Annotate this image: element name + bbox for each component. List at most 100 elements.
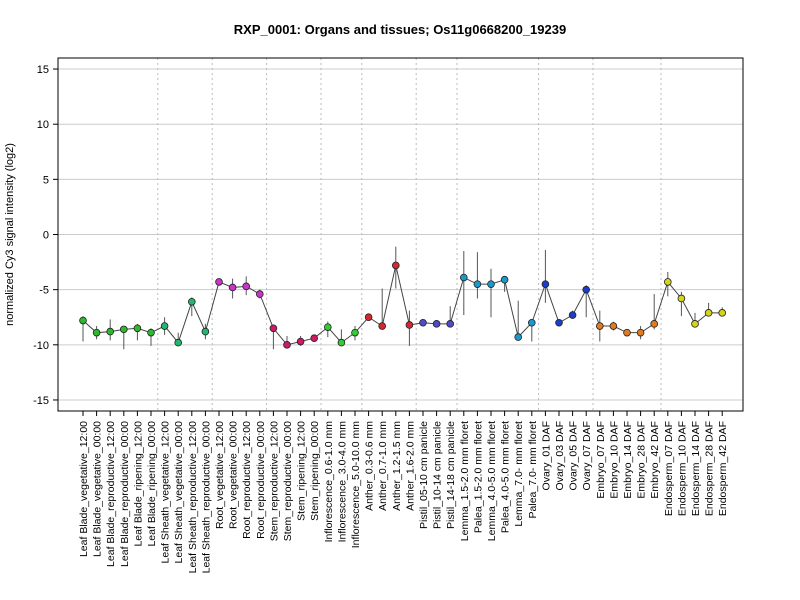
data-point bbox=[541, 280, 550, 288]
x-tick-label: Leaf Sheath_reproductive_12:00 bbox=[187, 421, 199, 574]
x-tick-label: Endosperm_07 DAF bbox=[663, 421, 675, 516]
x-tick-label: Leaf Blade_vegetative_12:00 bbox=[78, 421, 90, 557]
data-point bbox=[419, 318, 427, 327]
x-tick-label: Root_reproductive_00:00 bbox=[255, 421, 267, 539]
x-tick-label: Leaf Blade_ripening_00:00 bbox=[146, 421, 158, 547]
data-point bbox=[337, 338, 346, 347]
x-tick-label: Anther_0.3-0.6 mm bbox=[364, 421, 376, 511]
y-tick-label: 0 bbox=[43, 230, 49, 242]
data-point bbox=[120, 325, 128, 334]
data-point bbox=[79, 316, 87, 325]
data-point bbox=[691, 320, 699, 328]
data-point bbox=[92, 328, 101, 337]
x-tick-label: Root_vegetative_12:00 bbox=[214, 421, 226, 529]
x-tick-label: Embryo_14 DAF bbox=[622, 421, 634, 499]
data-point bbox=[582, 285, 590, 294]
data-point bbox=[432, 320, 441, 328]
data-point bbox=[487, 280, 495, 288]
x-tick-label: Anther_1.6-2.0 mm bbox=[404, 421, 416, 511]
x-tick-label: Leaf Sheath_reproductive_00:00 bbox=[200, 421, 212, 574]
data-point bbox=[323, 323, 332, 331]
x-tick-label: Pistil_14-18 cm panicle bbox=[445, 421, 457, 529]
data-point bbox=[106, 327, 114, 336]
data-point bbox=[636, 328, 645, 337]
data-point bbox=[201, 327, 210, 336]
x-tick-label: Endosperm_28 DAF bbox=[704, 421, 716, 516]
data-point bbox=[242, 282, 251, 291]
x-tick-label: Inflorescence_3.0-4.0 mm bbox=[336, 421, 348, 543]
data-point bbox=[255, 290, 264, 298]
x-tick-label: Embryo_42 DAF bbox=[649, 421, 661, 499]
data-point bbox=[650, 320, 658, 328]
y-tick-label: -15 bbox=[33, 395, 49, 407]
data-point bbox=[378, 322, 387, 330]
x-tick-label: Palea_4.0-5.0 mm floret bbox=[500, 421, 512, 533]
x-tick-label: Ovary_05 DAF bbox=[568, 421, 580, 490]
data-point bbox=[133, 324, 142, 333]
data-point bbox=[500, 275, 509, 284]
data-point bbox=[595, 322, 604, 330]
x-tick-label: Endosperm_42 DAF bbox=[717, 421, 729, 516]
data-point bbox=[351, 328, 359, 337]
data-point bbox=[310, 334, 319, 342]
data-point bbox=[160, 322, 169, 330]
data-point bbox=[555, 318, 563, 327]
data-point bbox=[568, 311, 577, 319]
x-tick-label: Stem_reproductive_12:00 bbox=[268, 421, 280, 541]
x-tick-label: Leaf Blade_ripening_12:00 bbox=[132, 421, 144, 547]
x-tick-label: Embryo_10 DAF bbox=[608, 421, 620, 499]
x-tick-label: Leaf Blade_vegetative_00:00 bbox=[92, 421, 104, 557]
y-tick-label: -10 bbox=[33, 340, 49, 352]
data-point bbox=[391, 261, 400, 270]
data-point bbox=[215, 278, 223, 286]
data-point bbox=[459, 273, 468, 282]
x-tick-label: Stem_ripening_00:00 bbox=[309, 421, 321, 521]
data-point bbox=[188, 297, 196, 306]
y-axis-label: normalized Cy3 signal intensity (log2) bbox=[4, 143, 16, 326]
x-tick-label: Leaf Sheath_vegetative_00:00 bbox=[173, 421, 185, 564]
x-tick-label: Pistil_05-10 cm panicle bbox=[418, 421, 430, 529]
data-point bbox=[174, 338, 183, 347]
x-tick-label: Ovary_03 DAF bbox=[554, 421, 566, 490]
x-tick-label: Leaf Blade_reproductive_00:00 bbox=[119, 421, 131, 567]
x-tick-label: Pistil_10-14 cm panicle bbox=[432, 421, 444, 529]
data-point bbox=[704, 309, 713, 317]
x-tick-label: Embryo_28 DAF bbox=[636, 421, 648, 499]
data-point bbox=[527, 318, 536, 327]
x-tick-label: Leaf Blade_reproductive_12:00 bbox=[105, 421, 117, 567]
x-tick-label: Lemma_1.5-2.0 mm floret bbox=[459, 421, 471, 541]
x-tick-label: Palea_7.0- mm floret bbox=[527, 421, 539, 519]
x-tick-label: Inflorescence_5.0-10.0 mm bbox=[350, 421, 362, 548]
data-point bbox=[473, 280, 482, 288]
data-point bbox=[677, 294, 686, 303]
x-tick-label: Root_reproductive_12:00 bbox=[241, 421, 253, 539]
x-tick-label: Endosperm_14 DAF bbox=[690, 421, 702, 516]
data-point bbox=[663, 278, 672, 286]
data-point bbox=[283, 341, 291, 349]
y-tick-label: 5 bbox=[43, 174, 49, 186]
x-tick-label: Endosperm_10 DAF bbox=[676, 421, 688, 516]
x-tick-label: Stem_reproductive_00:00 bbox=[282, 421, 294, 541]
x-tick-label: Ovary_01 DAF bbox=[540, 421, 552, 490]
x-tick-label: Anther_0.7-1.0 mm bbox=[377, 421, 389, 511]
data-point bbox=[446, 320, 455, 328]
y-tick-label: -5 bbox=[39, 285, 49, 297]
x-tick-label: Lemma_4.0-5.0 mm floret bbox=[486, 421, 498, 541]
data-point bbox=[405, 321, 414, 329]
data-point bbox=[623, 328, 631, 337]
x-tick-label: Palea_1.5-2.0 mm floret bbox=[472, 421, 484, 533]
x-tick-label: Root_vegetative_00:00 bbox=[228, 421, 240, 529]
data-point bbox=[514, 333, 522, 341]
y-tick-label: 10 bbox=[37, 119, 49, 131]
x-tick-label: Leaf Sheath_vegetative_12:00 bbox=[160, 421, 172, 564]
data-point bbox=[269, 324, 278, 333]
x-tick-label: Stem_ripening_12:00 bbox=[296, 421, 308, 521]
data-point bbox=[147, 328, 155, 337]
data-point bbox=[718, 309, 726, 317]
x-tick-label: Ovary_07 DAF bbox=[581, 421, 593, 490]
chart-title: RXP_0001: Organs and tissues; Os11g06682… bbox=[234, 22, 566, 37]
x-tick-label: Anther_1.2-1.5 mm bbox=[391, 421, 403, 511]
x-tick-label: Inflorescence_0.6-1.0 mm bbox=[323, 421, 335, 543]
